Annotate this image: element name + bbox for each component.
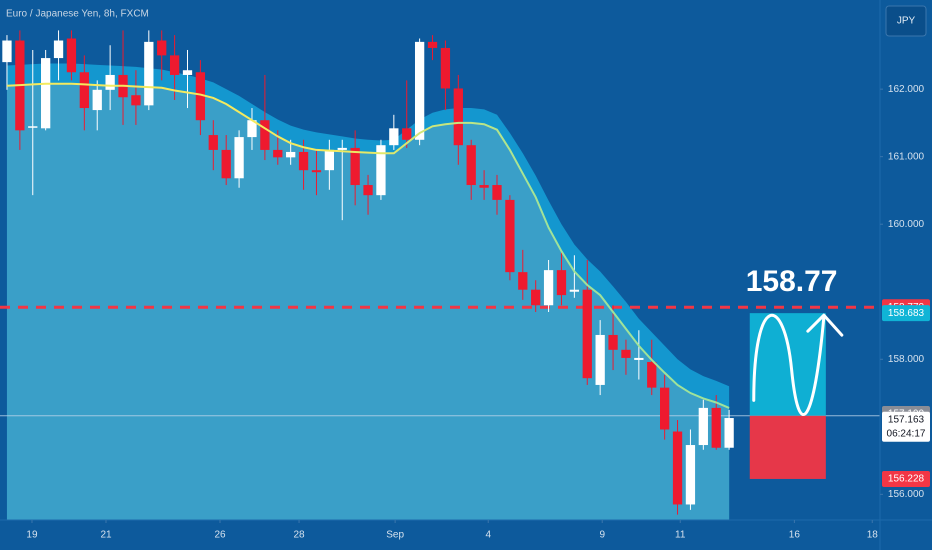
candle-body [337, 147, 347, 150]
candle-body [427, 41, 438, 48]
candle-body [569, 289, 580, 292]
x-tick-label: 11 [675, 530, 686, 541]
projection-curve [752, 313, 826, 417]
overlay: 158.77 [746, 265, 844, 479]
price-badge [882, 411, 930, 442]
candle-body [105, 74, 115, 90]
candle-body [672, 431, 683, 505]
x-tick-label: 18 [867, 530, 879, 541]
price-badge [882, 305, 930, 322]
candle-body [324, 149, 334, 171]
candle-body [556, 270, 567, 296]
x-tick-label: 26 [214, 530, 226, 541]
candle-body [28, 126, 38, 128]
price-badge-label: 157.163 [888, 414, 925, 425]
candle-body [53, 40, 64, 59]
candle-body [647, 361, 657, 388]
y-tick-label: 156.000 [888, 489, 925, 500]
currency-badge[interactable] [885, 5, 927, 37]
y-tick-label: 162.000 [888, 84, 925, 95]
candle-body [2, 40, 12, 63]
x-tick-label: 16 [789, 530, 801, 541]
candle-body [311, 170, 322, 173]
candle-body [698, 407, 708, 446]
y-tick-label: 158.000 [888, 354, 925, 365]
y-tick-label: 161.000 [888, 151, 925, 162]
candle-body [595, 334, 605, 385]
annotation: 158.77 [746, 265, 838, 298]
areas [6, 63, 730, 520]
candle-body [685, 445, 696, 505]
candle-body [505, 199, 515, 273]
candle-body [79, 72, 89, 109]
candle-body [350, 147, 360, 186]
candle-body [234, 137, 244, 179]
candle-body [363, 185, 373, 196]
candle-body [543, 270, 554, 306]
axes: 162.000 161.000 160.000 158.000 156.000 19 21 2… [26, 84, 930, 541]
candle-body [92, 89, 102, 111]
chart-title: Euro / Japanese Yen, 8h, FXCM [6, 9, 149, 20]
candle-body [711, 407, 721, 448]
stop-box [749, 415, 826, 479]
candle-body [402, 128, 412, 140]
candle-body [582, 289, 592, 379]
x-tick-label: 4 [485, 530, 491, 541]
candle-body [182, 70, 193, 75]
candle-body [376, 145, 386, 196]
levels [0, 305, 880, 417]
candle-body [273, 149, 283, 158]
candle-body [131, 95, 141, 106]
countdown-label: 06:24:17 [887, 428, 926, 439]
candle-body [466, 145, 476, 186]
x-tick-label: 28 [293, 530, 305, 541]
projection-arrowhead [806, 313, 844, 337]
candle-body [531, 289, 541, 306]
candle-body [492, 185, 502, 200]
candle-body [479, 185, 489, 188]
candle-body [660, 387, 670, 430]
x-tick-label: 21 [100, 530, 112, 541]
x-tick-label: 9 [599, 530, 605, 541]
candle-body [518, 272, 528, 290]
candle-body [286, 151, 296, 158]
candle-body [66, 38, 77, 73]
candle-body [260, 120, 270, 150]
ma-area [6, 83, 730, 520]
candle-body [221, 149, 231, 179]
candle-body [440, 47, 451, 89]
candle-body [247, 120, 257, 138]
ma-line [6, 82, 730, 409]
price-badge-label: 156.228 [888, 474, 925, 485]
price-badge [882, 470, 930, 487]
candles [2, 30, 734, 515]
candle-body [414, 41, 425, 140]
x-tick-label: 19 [26, 530, 38, 541]
x-tick-label: Sep [386, 530, 404, 541]
candle-body [608, 334, 618, 350]
candle-body [724, 418, 734, 448]
candle-body [298, 151, 309, 171]
currency-label: JPY [897, 16, 916, 27]
candle-body [144, 41, 154, 106]
candle-body [453, 88, 463, 146]
candle-body [389, 128, 399, 146]
candle-body [208, 135, 218, 150]
candle-body [169, 55, 180, 75]
candle-body [157, 40, 167, 56]
candle-body [621, 349, 631, 358]
candle-body [195, 72, 206, 121]
price-badge-label: 158.683 [888, 308, 925, 319]
y-tick-label: 160.000 [888, 219, 925, 230]
candle-body [634, 357, 644, 360]
candle-body [41, 58, 51, 129]
